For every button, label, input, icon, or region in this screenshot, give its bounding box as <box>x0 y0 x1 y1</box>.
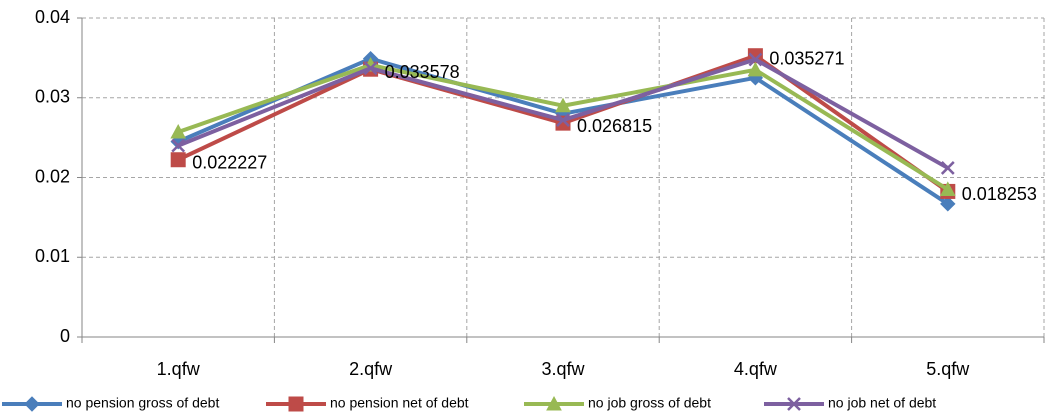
marker <box>747 61 764 77</box>
data-label: 0.033578 <box>385 62 460 82</box>
x-tick-label: 4.qfw <box>734 359 778 379</box>
marker <box>170 152 186 168</box>
x-tick-label: 1.qfw <box>157 359 201 379</box>
x-tick-label: 3.qfw <box>541 359 585 379</box>
data-label: 0.035271 <box>769 48 844 68</box>
legend-marker <box>787 397 801 411</box>
series-line <box>177 56 949 206</box>
y-tick-label: 0 <box>60 326 70 346</box>
y-tick-label: 0.03 <box>35 87 70 107</box>
legend-marker <box>288 396 304 412</box>
x-tick-label: 2.qfw <box>349 359 393 379</box>
data-label: 0.026815 <box>577 116 652 136</box>
y-tick-label: 0.04 <box>35 7 70 27</box>
data-label: 0.022227 <box>192 152 267 172</box>
marker <box>939 181 956 196</box>
data-label: 0.018253 <box>962 184 1037 204</box>
marker <box>363 61 378 76</box>
legend-marker <box>24 396 40 412</box>
legend-label: no job net of debt <box>828 395 936 411</box>
y-tick-label: 0.02 <box>35 166 70 186</box>
x-tick-label: 5.qfw <box>926 359 970 379</box>
marker <box>748 52 763 67</box>
legend: no pension gross of debt no pension net o… <box>2 395 936 412</box>
legend-label: no job gross of debt <box>588 395 711 411</box>
y-tick-label: 0.01 <box>35 246 70 266</box>
legend-marker <box>546 395 562 411</box>
legend-label: no pension gross of debt <box>66 395 219 411</box>
marker <box>556 113 570 127</box>
marker <box>170 123 187 139</box>
marker <box>171 138 186 153</box>
marker <box>940 196 956 212</box>
legend-label: no pension net of debt <box>330 395 469 411</box>
marker <box>940 161 955 175</box>
marker <box>555 97 571 113</box>
